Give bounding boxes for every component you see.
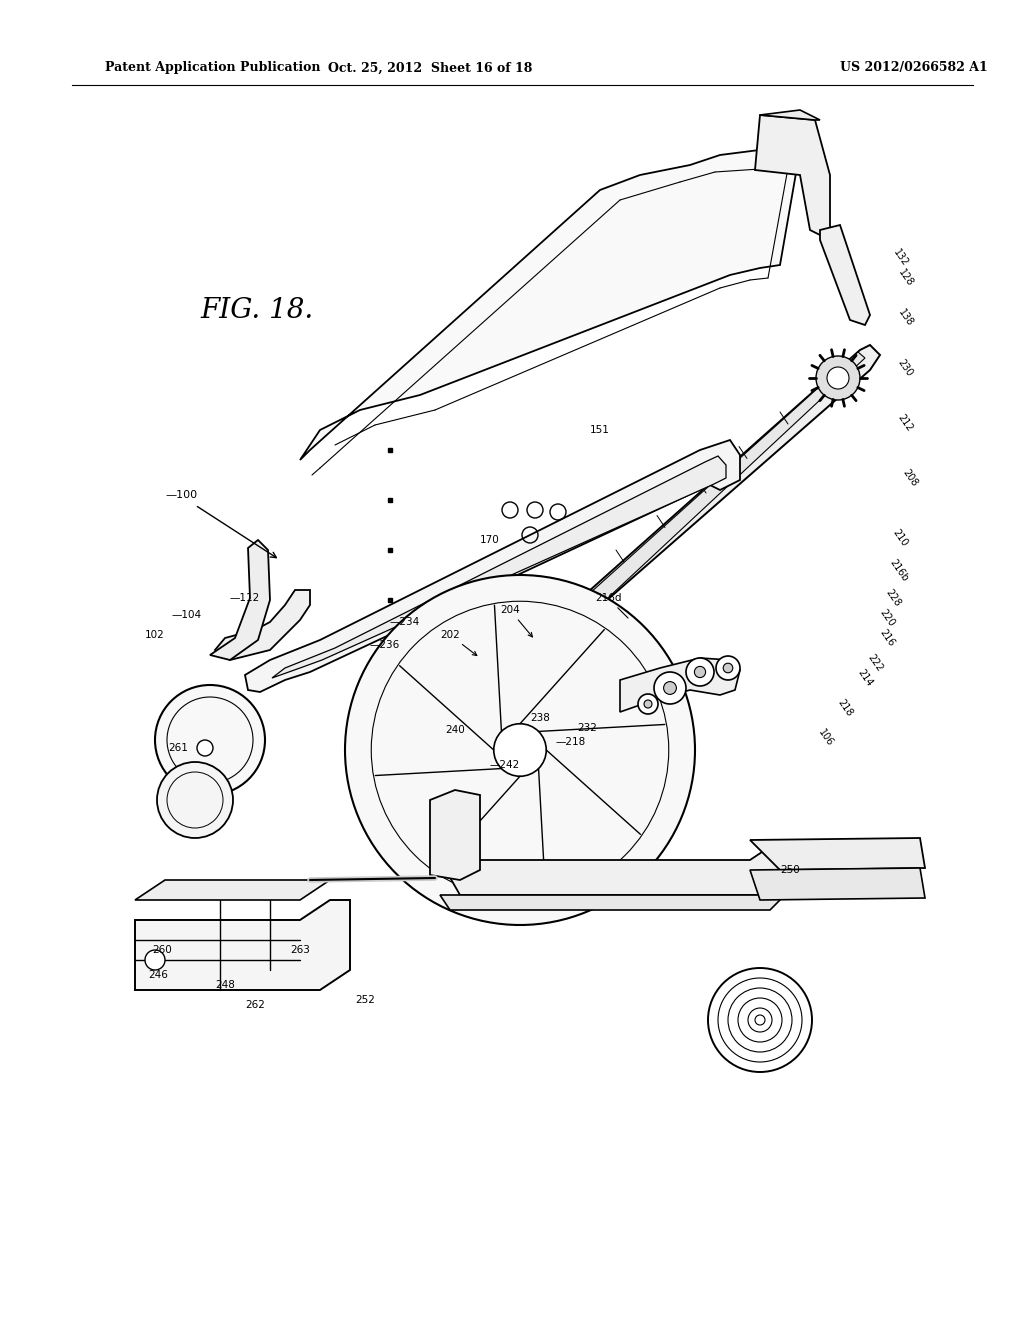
- Text: —100: —100: [165, 490, 198, 500]
- Text: 202: 202: [440, 630, 477, 656]
- Polygon shape: [755, 115, 830, 235]
- Circle shape: [718, 978, 802, 1063]
- Text: 261: 261: [168, 743, 188, 752]
- Circle shape: [157, 762, 233, 838]
- Circle shape: [748, 1008, 772, 1032]
- Polygon shape: [300, 148, 800, 459]
- Text: 102: 102: [145, 630, 165, 640]
- Text: 151: 151: [590, 425, 610, 436]
- Text: 106: 106: [816, 727, 835, 748]
- Polygon shape: [750, 869, 925, 900]
- Text: 216b: 216b: [888, 557, 910, 583]
- Circle shape: [708, 968, 812, 1072]
- Circle shape: [644, 700, 652, 708]
- Circle shape: [723, 663, 733, 673]
- Text: 222: 222: [866, 652, 885, 673]
- Text: 228: 228: [884, 587, 903, 609]
- Circle shape: [345, 576, 695, 925]
- Circle shape: [716, 656, 740, 680]
- Text: —112: —112: [230, 593, 260, 603]
- Circle shape: [816, 356, 860, 400]
- Circle shape: [755, 1015, 765, 1026]
- Circle shape: [694, 667, 706, 677]
- Circle shape: [638, 694, 658, 714]
- Text: 132: 132: [891, 247, 909, 268]
- Text: 216: 216: [878, 627, 897, 648]
- Text: 263: 263: [290, 945, 310, 954]
- Text: —218: —218: [555, 737, 586, 747]
- Polygon shape: [760, 110, 820, 120]
- Polygon shape: [272, 455, 726, 678]
- Circle shape: [664, 681, 677, 694]
- Text: 262: 262: [245, 1001, 265, 1010]
- Text: 216d: 216d: [595, 593, 628, 618]
- Polygon shape: [440, 870, 780, 909]
- Circle shape: [728, 987, 792, 1052]
- Text: 128: 128: [896, 267, 914, 288]
- Text: 252: 252: [355, 995, 375, 1005]
- Text: 212: 212: [896, 412, 914, 433]
- Circle shape: [145, 950, 165, 970]
- Text: Oct. 25, 2012  Sheet 16 of 18: Oct. 25, 2012 Sheet 16 of 18: [328, 62, 532, 74]
- Polygon shape: [445, 345, 880, 700]
- Text: 238: 238: [530, 713, 550, 723]
- Polygon shape: [215, 590, 310, 660]
- Text: 138: 138: [896, 308, 914, 327]
- Text: 230: 230: [896, 358, 914, 378]
- Text: 220: 220: [878, 607, 897, 628]
- Text: 218: 218: [836, 697, 855, 718]
- Text: 170: 170: [480, 535, 500, 545]
- Text: Patent Application Publication: Patent Application Publication: [105, 62, 321, 74]
- Circle shape: [654, 672, 686, 704]
- Polygon shape: [440, 840, 780, 895]
- Circle shape: [738, 998, 782, 1041]
- Text: —104: —104: [172, 610, 202, 620]
- Text: —236: —236: [370, 640, 400, 649]
- Text: 260: 260: [152, 945, 172, 954]
- Circle shape: [686, 657, 714, 686]
- Polygon shape: [820, 224, 870, 325]
- Text: 208: 208: [901, 467, 920, 488]
- Circle shape: [155, 685, 265, 795]
- Text: FIG. 18.: FIG. 18.: [200, 297, 313, 323]
- Text: US 2012/0266582 A1: US 2012/0266582 A1: [840, 62, 988, 74]
- Text: 204: 204: [500, 605, 532, 638]
- Circle shape: [827, 367, 849, 389]
- Polygon shape: [462, 352, 865, 696]
- Text: 250: 250: [780, 865, 800, 875]
- Text: 240: 240: [445, 725, 465, 735]
- Text: 232: 232: [578, 723, 597, 733]
- Circle shape: [494, 723, 546, 776]
- Circle shape: [197, 741, 213, 756]
- Text: 248: 248: [215, 979, 234, 990]
- Polygon shape: [750, 838, 925, 870]
- Text: 214: 214: [856, 667, 874, 688]
- Polygon shape: [135, 900, 350, 990]
- Polygon shape: [620, 657, 740, 711]
- Text: —234: —234: [390, 616, 420, 627]
- Text: 210: 210: [891, 527, 909, 548]
- Text: —242: —242: [490, 760, 520, 770]
- Polygon shape: [210, 540, 270, 660]
- Polygon shape: [245, 440, 740, 692]
- Polygon shape: [430, 789, 480, 880]
- Polygon shape: [135, 880, 330, 900]
- Text: 246: 246: [148, 970, 168, 979]
